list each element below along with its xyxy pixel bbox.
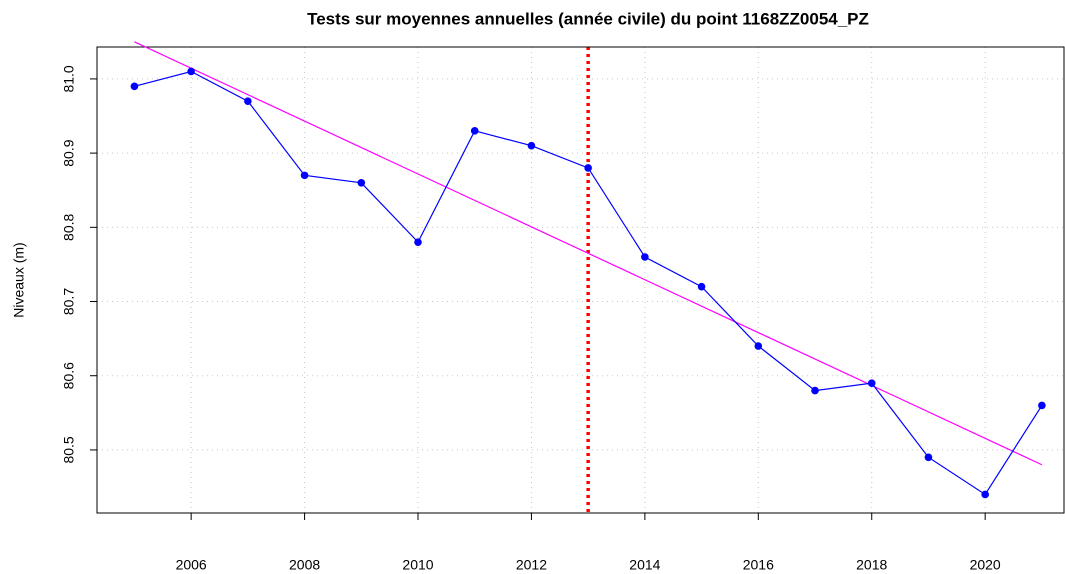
data-point bbox=[584, 164, 592, 172]
data-point bbox=[981, 490, 989, 499]
x-tick-label: 2008 bbox=[289, 557, 320, 573]
y-tick-label: 80.9 bbox=[61, 139, 77, 166]
x-tick-label: 2014 bbox=[629, 557, 660, 573]
data-point bbox=[130, 82, 139, 91]
x-tick-label: 2006 bbox=[176, 557, 207, 573]
data-point bbox=[187, 67, 195, 76]
data-point bbox=[641, 253, 649, 261]
y-tick-label: 80.5 bbox=[61, 436, 77, 463]
data-point bbox=[244, 97, 252, 105]
data-point bbox=[1038, 401, 1046, 410]
plot-area bbox=[97, 47, 1064, 513]
x-tick-label: 2010 bbox=[402, 557, 433, 573]
data-point bbox=[811, 386, 819, 395]
x-tick-label: 2012 bbox=[516, 557, 547, 573]
data-point bbox=[414, 238, 422, 246]
data-point bbox=[867, 379, 876, 387]
data-point bbox=[527, 141, 536, 150]
data-point bbox=[357, 178, 366, 187]
y-tick-label: 80.6 bbox=[61, 362, 77, 389]
data-point bbox=[470, 127, 479, 135]
data-point bbox=[924, 453, 933, 462]
y-tick-label: 80.7 bbox=[61, 288, 77, 315]
plot-frame bbox=[96, 46, 1065, 514]
y-axis-label: Niveaux (m) bbox=[11, 242, 27, 317]
y-tick-label: 81.0 bbox=[61, 65, 77, 92]
data-line bbox=[134, 70, 1043, 496]
data-point bbox=[697, 282, 706, 291]
x-tick-label: 2018 bbox=[856, 557, 887, 573]
data-point bbox=[754, 342, 763, 350]
x-tick-label: 2016 bbox=[743, 557, 774, 573]
trend-line bbox=[134, 41, 1043, 466]
y-tick-label: 80.8 bbox=[61, 213, 77, 240]
data-point bbox=[300, 171, 309, 180]
chart-title: Tests sur moyennes annuelles (année civi… bbox=[307, 9, 869, 28]
x-tick-label: 2020 bbox=[970, 557, 1001, 573]
